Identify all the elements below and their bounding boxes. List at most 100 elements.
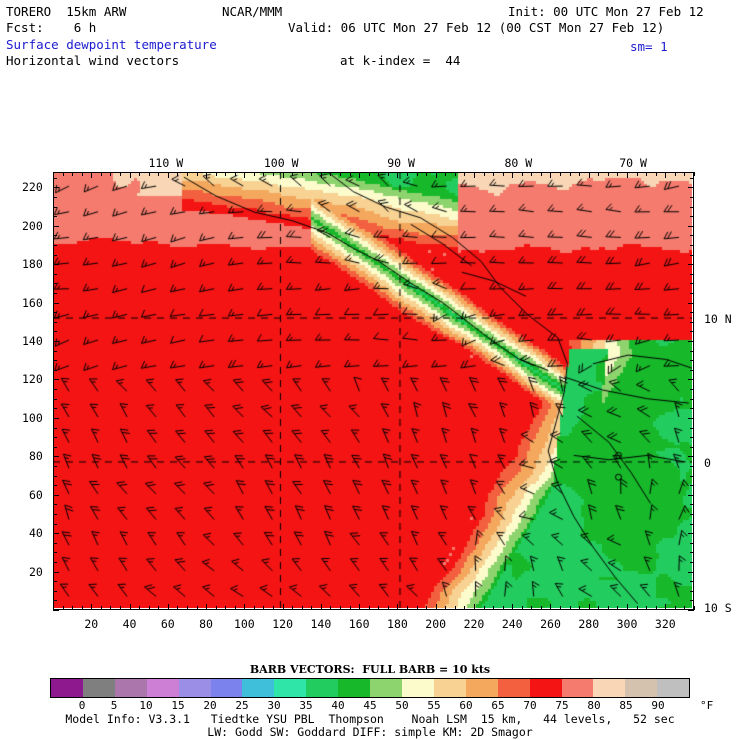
axis-tick	[483, 606, 485, 610]
axis-tick	[674, 172, 676, 176]
y-axis-tick-label-160: 160	[22, 295, 43, 310]
axis-tick	[690, 369, 694, 371]
axis-tick	[540, 606, 542, 610]
axis-tick	[129, 172, 131, 178]
axis-tick	[368, 172, 370, 176]
axis-tick	[502, 172, 504, 176]
axis-tick	[416, 606, 418, 610]
axis-tick	[225, 172, 227, 176]
axis-tick	[53, 196, 57, 198]
colorbar-swatch-18	[625, 679, 658, 697]
axis-tick	[617, 606, 619, 610]
colorbar-tick-labels: 0 5 10 15 20 25 30 35 40 45 50 55 60 65 70 75 80 85 90	[50, 699, 690, 713]
axis-tick	[177, 172, 179, 176]
x-axis-tick-label-20: 20	[84, 617, 99, 631]
colorbar-swatch-10	[370, 679, 402, 697]
lat-tick-label-1: 0	[704, 456, 711, 471]
axis-tick	[493, 172, 495, 176]
x-axis-tick-label-40: 40	[122, 617, 137, 631]
axis-tick	[53, 398, 57, 400]
axis-tick	[53, 600, 57, 602]
axis-tick	[646, 606, 648, 610]
axis-tick	[560, 172, 562, 176]
axis-tick	[690, 590, 694, 592]
axis-tick	[320, 172, 322, 178]
x-axis-tick-label-200: 200	[425, 617, 447, 631]
axis-tick	[426, 606, 428, 610]
axis-tick	[454, 172, 456, 176]
axis-tick	[53, 590, 57, 592]
axis-tick	[445, 606, 447, 610]
axis-tick	[688, 187, 694, 189]
axis-tick	[282, 604, 284, 610]
x-axis-tick-label-160: 160	[348, 617, 370, 631]
axis-tick	[688, 225, 694, 227]
axis-tick	[340, 172, 341, 176]
axis-tick	[253, 172, 255, 176]
axis-tick	[688, 610, 694, 611]
axis-tick	[196, 606, 198, 610]
axis-tick	[690, 321, 694, 323]
init-time-label: Init: 00 UTC Mon 27 Feb 12	[508, 4, 704, 19]
valid-time-label: Valid: 06 UTC Mon 27 Feb 12 (00 CST Mon …	[288, 20, 665, 35]
axis-tick	[416, 172, 418, 176]
axis-tick	[53, 504, 57, 506]
colorbar-swatch-3	[146, 679, 179, 697]
axis-tick	[579, 172, 581, 176]
axis-tick	[263, 172, 265, 176]
colorbar-swatch-9	[338, 679, 371, 697]
colorbar-swatch-4	[178, 679, 211, 697]
axis-tick	[53, 360, 57, 362]
axis-tick	[512, 172, 514, 178]
axis-tick	[387, 172, 389, 176]
field-title-label: Surface dewpoint temperature	[6, 37, 217, 52]
axis-tick	[690, 177, 694, 179]
colorbar-tick-10: 10	[139, 699, 153, 712]
x-axis-tick-label-320: 320	[654, 617, 676, 631]
model-info-footer: Model Info: V3.3.1 Tiedtke YSU PBL Thomp…	[0, 713, 740, 739]
axis-tick	[569, 606, 571, 610]
axis-tick	[690, 235, 694, 237]
colorbar-tick-15: 15	[171, 699, 185, 712]
colorbar-tick-55: 55	[427, 699, 441, 712]
k-index-label: at k-index = 44	[340, 53, 461, 68]
axis-tick	[690, 408, 694, 410]
axis-tick	[617, 172, 619, 176]
axis-tick	[53, 523, 57, 525]
axis-tick	[100, 172, 102, 176]
y-axis-tick-label-20: 20	[29, 564, 43, 579]
lat-tick-label-0: 10 N	[704, 311, 732, 326]
axis-tick	[215, 606, 217, 610]
x-axis-tick-label-100: 100	[233, 617, 255, 631]
axis-tick	[53, 350, 57, 352]
colorbar-swatch-15	[529, 679, 562, 697]
axis-tick	[588, 604, 590, 610]
colorbar-swatch-12	[433, 679, 466, 697]
axis-tick	[53, 475, 57, 477]
axis-tick	[253, 606, 255, 610]
axis-tick	[531, 172, 533, 176]
axis-tick	[206, 172, 208, 178]
axis-tick	[139, 606, 141, 610]
colorbar-swatch-7	[274, 679, 307, 697]
smoothing-label: sm= 1	[630, 39, 668, 54]
axis-tick	[53, 302, 59, 304]
y-axis-tick-label-100: 100	[22, 410, 43, 425]
axis-tick	[550, 604, 552, 610]
colorbar-tick-65: 65	[491, 699, 505, 712]
axis-tick	[688, 264, 694, 266]
axis-tick	[636, 606, 638, 610]
axis-tick	[167, 172, 169, 178]
axis-tick	[646, 172, 648, 176]
y-axis-tick-label-120: 120	[22, 372, 43, 387]
axis-tick	[244, 604, 246, 610]
axis-tick	[435, 604, 437, 610]
axis-tick	[684, 606, 686, 610]
axis-tick	[167, 604, 169, 610]
x-axis-tick-label-240: 240	[501, 617, 523, 631]
axis-tick	[690, 504, 694, 506]
colorbar-tick-35: 35	[299, 699, 313, 712]
axis-tick	[512, 604, 514, 610]
axis-tick	[53, 206, 57, 208]
